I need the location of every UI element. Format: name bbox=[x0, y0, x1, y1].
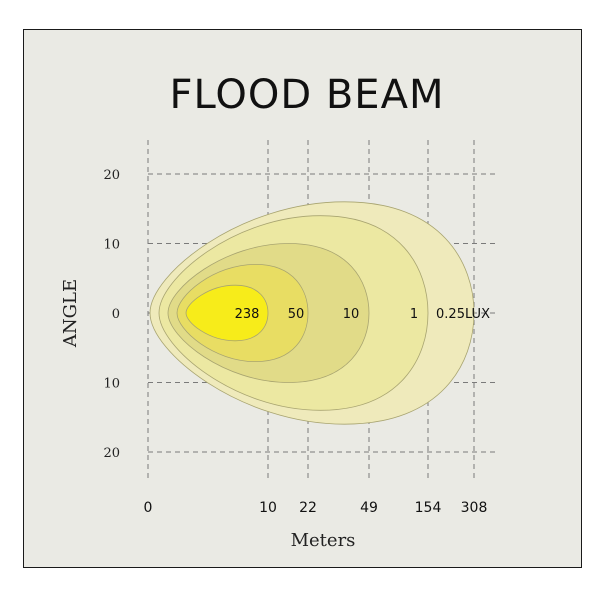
x-tick-label: 308 bbox=[461, 500, 488, 516]
y-tick-label: 10 bbox=[103, 377, 120, 392]
y-axis-label: ANGLE bbox=[60, 279, 81, 348]
y-tick-label: 20 bbox=[103, 168, 120, 183]
beam-contour-4 bbox=[185, 284, 269, 342]
axis-ticks: 0 10 22 49 154 308 20 10 0 10 20 bbox=[103, 168, 487, 516]
contour-label-1: 1 bbox=[410, 307, 418, 322]
x-axis-label: Meters bbox=[291, 530, 356, 551]
y-tick-label: 0 bbox=[112, 307, 120, 322]
x-tick-label: 0 bbox=[144, 500, 153, 516]
contour-label-4: 238 bbox=[235, 307, 260, 322]
chart-title: FLOOD BEAM bbox=[170, 72, 445, 118]
contour-label-3: 50 bbox=[288, 307, 305, 322]
contour-label-0: 0.25LUX bbox=[436, 307, 490, 322]
x-tick-label: 22 bbox=[299, 500, 317, 516]
x-tick-label: 10 bbox=[259, 500, 277, 516]
y-tick-label: 20 bbox=[103, 446, 120, 461]
y-tick-label: 10 bbox=[103, 238, 120, 253]
x-tick-label: 49 bbox=[360, 500, 378, 516]
x-tick-label: 154 bbox=[415, 500, 442, 516]
beam-contours: 0.25LUX 1 10 50 238 bbox=[149, 201, 490, 425]
contour-label-2: 10 bbox=[343, 307, 360, 322]
